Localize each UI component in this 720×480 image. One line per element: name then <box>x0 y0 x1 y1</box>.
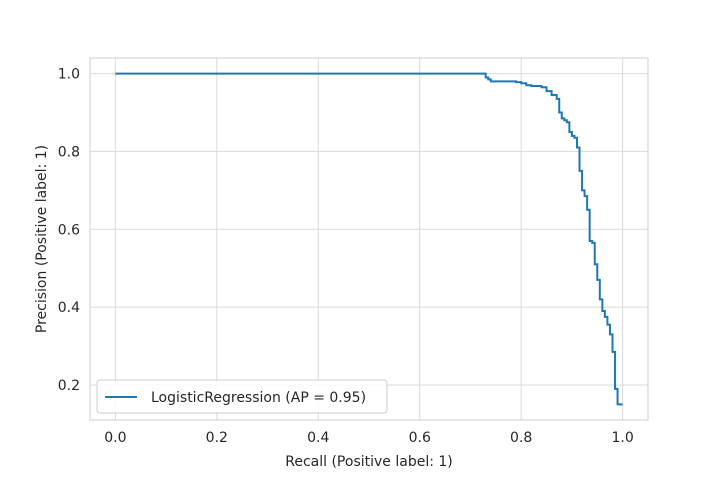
y-tick-label: 0.4 <box>58 300 80 316</box>
x-tick-label: 0.8 <box>510 430 532 446</box>
legend-entry-logisticregression: LogisticRegression (AP = 0.95) <box>151 390 366 406</box>
legend: LogisticRegression (AP = 0.95) <box>96 379 388 414</box>
plot-frame <box>89 57 649 421</box>
y-tick-label: 0.2 <box>58 378 80 394</box>
legend-box <box>96 379 388 414</box>
series-line-0 <box>115 72 623 406</box>
series-layer <box>115 72 623 406</box>
x-tick-labels: 0.0 0.2 0.4 0.6 0.8 1.0 <box>104 430 634 446</box>
x-tick-label: 0.2 <box>206 430 228 446</box>
y-tick-label: 1.0 <box>58 67 80 83</box>
x-tick-label: 0.4 <box>307 430 329 446</box>
x-tick-label: 0.0 <box>104 430 126 446</box>
x-tick-label: 0.6 <box>409 430 431 446</box>
x-axis-label: Recall (Positive label: 1) <box>285 454 453 470</box>
y-tick-label: 0.8 <box>58 144 80 160</box>
x-tick-label: 1.0 <box>612 430 634 446</box>
y-tick-label: 0.6 <box>58 222 80 238</box>
y-axis-label: Precision (Positive label: 1) <box>34 145 50 333</box>
y-tick-labels: 0.2 0.4 0.6 0.8 1.0 <box>58 67 80 394</box>
